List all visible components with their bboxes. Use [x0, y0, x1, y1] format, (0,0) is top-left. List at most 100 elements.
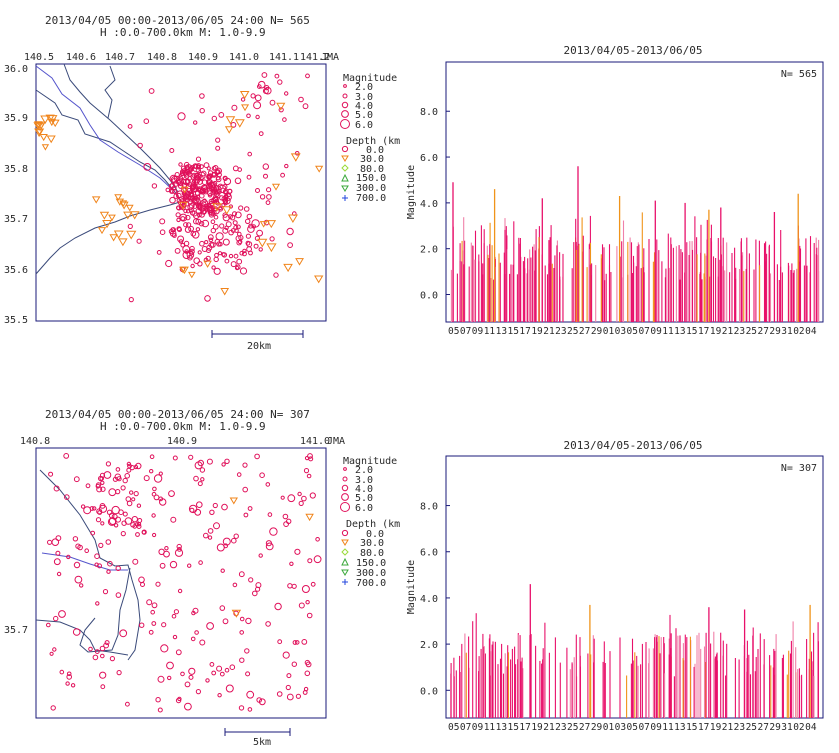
legend-mag-value: 2.0: [355, 82, 373, 93]
epicenter-marker: [222, 618, 229, 625]
epicenter-marker: [219, 223, 225, 229]
epicenter-marker: [107, 560, 113, 567]
x-tick-label: 27: [757, 722, 768, 733]
coastline-bay: [35, 201, 181, 275]
x-tick-label: 05: [448, 722, 459, 733]
epicenter-marker: [204, 203, 210, 209]
epicenter-marker: [70, 683, 76, 688]
epicenter-marker: [172, 233, 177, 238]
epicenter-marker: [105, 461, 112, 467]
epicenter-marker-deep: [46, 135, 56, 144]
epicenter-marker-deep: [39, 134, 48, 142]
epicenter-marker: [305, 73, 310, 79]
epicenter-marker: [233, 533, 239, 539]
epicenter-marker-deep: [231, 609, 242, 618]
event-count: N= 307: [781, 463, 817, 474]
river: [35, 65, 176, 193]
epicenter-marker: [274, 73, 280, 79]
epicenter-marker: [127, 124, 133, 129]
epicenter-marker: [115, 489, 121, 495]
y-tick-labels: 8.0 6.0 4.0 2.0 0.0: [420, 502, 450, 697]
epicenter-marker: [206, 166, 211, 171]
epicenter-marker: [255, 582, 262, 589]
epicenter-marker: [183, 222, 189, 228]
epicenter-marker-deep: [188, 271, 196, 279]
epicenter-marker: [282, 117, 287, 122]
epicenter-marker: [213, 196, 219, 203]
epicenter-marker: [173, 193, 179, 199]
epicenter-marker: [216, 665, 223, 672]
epicenter-marker: [120, 531, 126, 537]
legend-depth-value: 150.0: [356, 558, 386, 569]
epicenter-marker-deep: [114, 194, 123, 201]
epicenter-marker: [85, 483, 91, 489]
epicenter-marker: [245, 671, 251, 677]
epicenter-marker-deep: [287, 214, 298, 223]
epicenter-marker: [222, 537, 231, 546]
x-tick-label: 01: [603, 722, 615, 733]
epicenter-marker: [159, 218, 166, 225]
epicenter-marker: [201, 219, 210, 228]
epicenter-marker: [245, 240, 251, 246]
lon-tick-label: 140.8: [20, 436, 50, 447]
epicenter-marker: [172, 455, 178, 461]
epicenter-marker: [158, 496, 164, 502]
epicenter-map-1: 2013/04/05 00:00-2013/06/05 24:00 N= 565…: [4, 14, 400, 352]
x-tick-label: 13: [674, 326, 685, 337]
y-tick-label: 2.0: [420, 640, 438, 651]
coastline-north: [35, 89, 181, 201]
epicenter-marker: [168, 228, 174, 235]
epicenter-marker: [190, 231, 197, 237]
epicenter-marker: [152, 532, 157, 538]
epicenter-marker-deep: [239, 91, 250, 100]
epicenter-marker: [107, 517, 117, 526]
epicenter-marker: [183, 240, 190, 247]
epicenter-marker-deep: [126, 230, 137, 240]
epicenter-marker: [199, 240, 205, 247]
epicenter-marker: [253, 101, 262, 110]
x-tick-label: 13: [496, 326, 507, 337]
epicenter-marker: [265, 542, 274, 551]
epicenter-marker: [115, 592, 122, 598]
epicenter-marker: [216, 241, 222, 247]
epicenter-marker: [56, 571, 62, 577]
epicenter-marker: [269, 527, 278, 536]
legend-depth-value: 150.0: [356, 173, 386, 184]
magnitude-bars: [450, 212, 820, 322]
epicenter-marker: [59, 669, 65, 675]
legend-depth-value: 300.0: [356, 183, 386, 194]
epicenter-marker: [230, 228, 236, 233]
epicenter-marker: [207, 528, 214, 534]
epicenter-marker: [66, 671, 72, 677]
epicenter-marker: [80, 504, 86, 509]
epicenter-marker: [48, 471, 54, 477]
epicenter-marker-deep: [179, 266, 187, 274]
epicenter-marker: [143, 163, 152, 171]
legend-depth-marker-700: [342, 579, 348, 585]
epicenter-marker: [197, 459, 205, 467]
epicenter-marker: [129, 465, 135, 471]
x-tick-label: 04: [805, 326, 817, 337]
lat-tick-label: 35.5: [4, 315, 28, 326]
epicenter-marker: [209, 662, 215, 667]
x-tick-label: 19: [710, 326, 722, 337]
epicenter-marker: [258, 553, 263, 558]
epicenter-marker: [118, 509, 124, 516]
x-tick-label: 15: [508, 326, 519, 337]
epicenter-marker: [159, 229, 166, 235]
x-tick-label: 21: [543, 326, 555, 337]
epicenter-marker: [263, 173, 268, 179]
epicenter-marker: [230, 122, 237, 128]
epicenter-marker: [152, 486, 157, 492]
scale-bar: 5km: [224, 728, 291, 748]
epicenter-marker: [224, 667, 230, 673]
epicenter-marker: [225, 221, 232, 228]
epicenter-marker: [122, 477, 128, 484]
x-tick-label: 02: [793, 722, 804, 733]
agency-label: JMA: [321, 52, 339, 63]
epicenter-marker: [304, 659, 311, 666]
epicenter-marker: [106, 509, 113, 515]
epicenter-marker: [165, 187, 171, 193]
epicenter-marker: [176, 205, 182, 211]
epicenter-marker: [267, 512, 273, 517]
